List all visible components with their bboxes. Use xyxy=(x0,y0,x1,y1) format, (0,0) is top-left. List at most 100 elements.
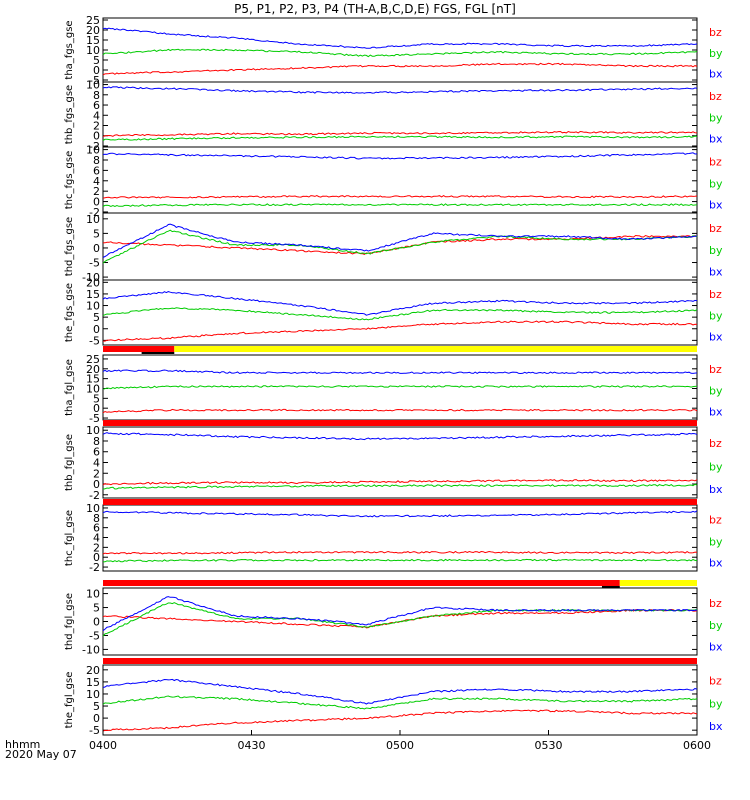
y-tick-label: -10 xyxy=(82,643,100,656)
time-axis-label-hhmm: hhmm xyxy=(5,738,40,751)
y-tick-label: 25 xyxy=(86,14,100,27)
panel-4: 105 0 -5-10 thd_fgs_gse bz by bx xyxy=(64,212,723,284)
legend-bx: bx xyxy=(709,198,723,211)
y-tick-label: -2 xyxy=(89,561,100,574)
panel-frame xyxy=(102,212,698,281)
y-tick-label: 20 xyxy=(86,664,100,677)
x-tick-label: 0500 xyxy=(386,739,414,752)
legend-bz: bz xyxy=(709,437,722,450)
legend-bz: bz xyxy=(709,222,722,235)
status-bar-2 xyxy=(103,420,697,426)
y-tick-label: 5 xyxy=(93,700,100,713)
y-tick-label: 8 xyxy=(93,89,100,102)
y-tick-label: 4 xyxy=(93,109,100,122)
y-tick-label: 15 xyxy=(86,373,100,386)
y-tick-label: 8 xyxy=(93,154,100,167)
y-tick-label: -5 xyxy=(89,257,100,270)
series-line-by xyxy=(102,203,698,207)
panel-frame xyxy=(102,426,698,499)
legend-bx: bx xyxy=(709,330,723,343)
legend-bx: bx xyxy=(709,483,723,496)
series-line-bz xyxy=(102,550,698,555)
y-tick-label: 2 xyxy=(93,541,100,554)
series-line-bz xyxy=(102,62,698,76)
series-line-bz xyxy=(102,709,698,732)
legend-bx: bx xyxy=(709,556,723,569)
panel-frame xyxy=(102,279,698,346)
status-bar-underline xyxy=(141,352,175,354)
legend-by: by xyxy=(709,385,723,398)
y-tick-label: 10 xyxy=(86,300,100,313)
status-bar-segment xyxy=(103,420,697,426)
legend-bz: bz xyxy=(709,26,722,39)
series-line-by xyxy=(102,385,698,390)
series-line-bz xyxy=(102,195,698,199)
series-line-bx xyxy=(102,596,698,632)
y-tick-label: 10 xyxy=(86,79,100,92)
legend-bz: bz xyxy=(709,597,722,610)
y-tick-label: 0 xyxy=(93,616,100,629)
y-tick-label: 15 xyxy=(86,34,100,47)
legend-bx: bx xyxy=(709,720,723,733)
y-tick-label: 10 xyxy=(86,502,100,515)
legend-by: by xyxy=(709,310,723,323)
y-axis-label: tha_fgl_gse xyxy=(64,359,75,416)
status-bar-segment xyxy=(103,658,697,664)
series-line-bz xyxy=(102,479,698,486)
legend-by: by xyxy=(709,47,723,60)
legend-bx: bx xyxy=(709,68,723,81)
y-tick-label: 0 xyxy=(93,242,100,255)
status-bar-5 xyxy=(103,658,697,664)
series-line-bx xyxy=(102,510,698,518)
y-tick-label: 20 xyxy=(86,363,100,376)
plot-title: P5, P1, P2, P3, P4 (TH-A,B,C,D,E) FGS, F… xyxy=(234,2,516,16)
series-line-by xyxy=(102,307,698,321)
y-tick-label: 5 xyxy=(93,311,100,324)
y-tick-label: -5 xyxy=(89,629,100,642)
y-tick-label: 6 xyxy=(93,99,100,112)
y-axis-label: thc_fgs_gse xyxy=(64,151,75,210)
y-axis-label: thc_fgl_gse xyxy=(64,510,75,566)
legend-bz: bz xyxy=(709,155,722,168)
y-tick-label: -2 xyxy=(89,489,100,502)
time-axis-label-date: 2020 May 07 xyxy=(5,748,77,761)
panel-frame xyxy=(102,664,698,736)
y-tick-label: 10 xyxy=(86,213,100,226)
y-axis-label: thb_fgl_gse xyxy=(64,434,75,491)
y-tick-label: 4 xyxy=(93,457,100,470)
y-tick-label: 4 xyxy=(93,175,100,188)
y-tick-label: 5 xyxy=(93,392,100,405)
legend-bx: bx xyxy=(709,132,723,145)
y-axis-label: the_fgs_gse xyxy=(64,283,75,342)
legend-bz: bz xyxy=(709,363,722,376)
legend-bz: bz xyxy=(709,675,722,688)
series-line-by xyxy=(102,558,698,563)
legend-by: by xyxy=(709,535,723,548)
y-tick-label: -5 xyxy=(89,334,100,347)
y-tick-label: 10 xyxy=(86,382,100,395)
y-tick-label: 0 xyxy=(93,64,100,77)
y-tick-label: 0 xyxy=(93,551,100,564)
y-tick-label: 5 xyxy=(93,602,100,615)
legend-bz: bz xyxy=(709,513,722,526)
status-bar-4 xyxy=(103,580,697,588)
status-bar-underline xyxy=(601,586,620,588)
y-tick-label: 0 xyxy=(93,712,100,725)
series-line-bx xyxy=(102,678,698,705)
y-tick-label: 2 xyxy=(93,467,100,480)
y-tick-label: 10 xyxy=(86,688,100,701)
x-tick-label: 0430 xyxy=(238,739,266,752)
series-line-bz xyxy=(103,320,698,342)
y-tick-label: -2 xyxy=(89,206,100,219)
series-line-bz xyxy=(102,408,698,414)
y-tick-label: -5 xyxy=(89,412,100,425)
status-bar-3 xyxy=(103,499,697,505)
